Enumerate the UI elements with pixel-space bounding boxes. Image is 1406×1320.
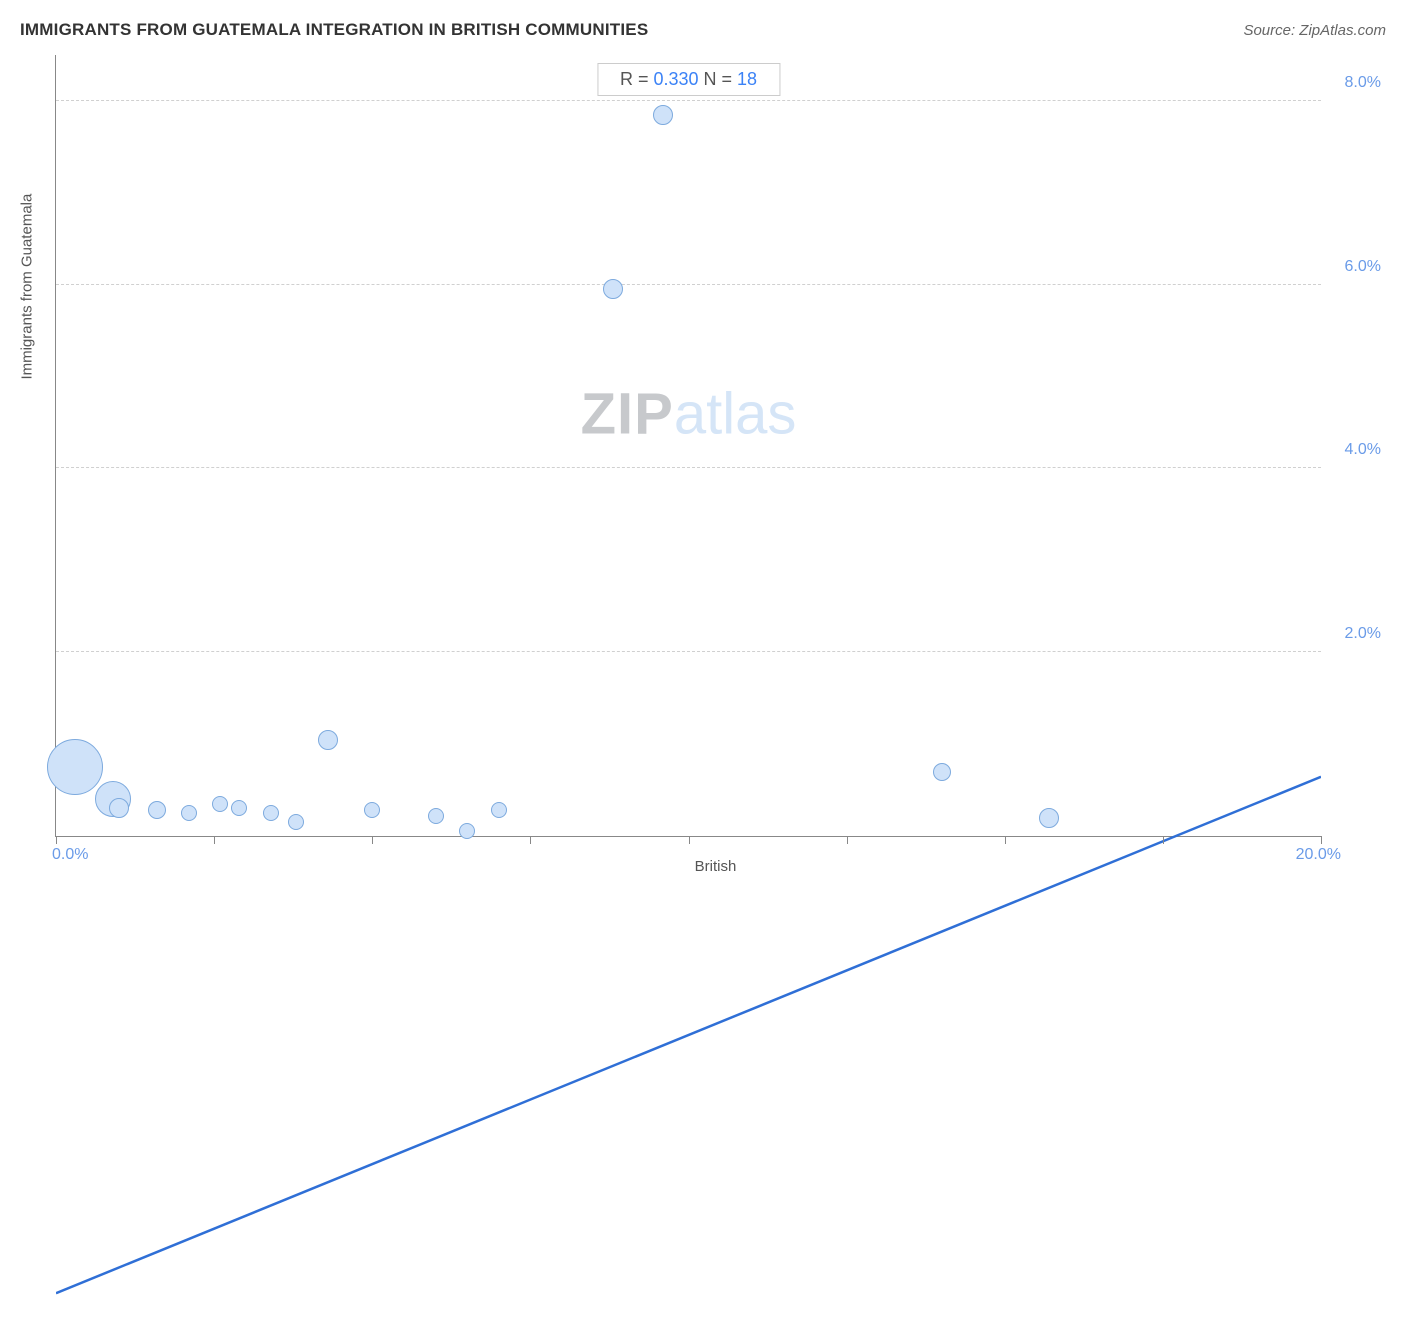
trend-line <box>56 55 1321 1320</box>
y-tick-label: 2.0% <box>1345 625 1381 643</box>
x-tick <box>1321 836 1322 844</box>
y-tick-label: 8.0% <box>1345 74 1381 92</box>
data-point <box>653 105 673 125</box>
data-point <box>603 279 623 299</box>
data-point <box>47 739 103 795</box>
x-tick <box>56 836 57 844</box>
data-point <box>491 802 507 818</box>
x-tick <box>214 836 215 844</box>
data-point <box>318 730 338 750</box>
gridline <box>56 284 1321 285</box>
chart-area: Immigrants from Guatemala ZIPatlas R = 0… <box>45 55 1386 872</box>
data-point <box>109 798 129 818</box>
watermark-zip: ZIP <box>581 382 674 447</box>
data-point <box>231 800 247 816</box>
source-label: Source: ZipAtlas.com <box>1243 22 1386 39</box>
stats-box: R = 0.330 N = 18 <box>597 63 780 96</box>
data-point <box>181 805 197 821</box>
x-tick <box>689 836 690 844</box>
x-tick <box>530 836 531 844</box>
x-tick <box>1163 836 1164 844</box>
gridline <box>56 651 1321 652</box>
plot-region: ZIPatlas R = 0.330 N = 18 0.0% 20.0% 2.0… <box>55 55 1321 837</box>
gridline <box>56 100 1321 101</box>
x-axis-label: British <box>695 858 737 875</box>
x-tick <box>1005 836 1006 844</box>
gridline <box>56 467 1321 468</box>
data-point <box>1039 808 1059 828</box>
n-value: 18 <box>737 69 757 89</box>
chart-header: IMMIGRANTS FROM GUATEMALA INTEGRATION IN… <box>20 20 1386 40</box>
y-tick-label: 4.0% <box>1345 441 1381 459</box>
x-tick <box>847 836 848 844</box>
watermark: ZIPatlas <box>581 381 797 448</box>
r-value: 0.330 <box>653 69 698 89</box>
data-point <box>288 814 304 830</box>
y-axis-label: Immigrants from Guatemala <box>19 193 36 379</box>
data-point <box>933 763 951 781</box>
r-label: R = <box>620 69 654 89</box>
data-point <box>263 805 279 821</box>
x-tick <box>372 836 373 844</box>
n-label: N = <box>699 69 738 89</box>
chart-title: IMMIGRANTS FROM GUATEMALA INTEGRATION IN… <box>20 20 648 40</box>
data-point <box>459 823 475 839</box>
x-origin-label: 0.0% <box>52 846 88 864</box>
data-point <box>428 808 444 824</box>
data-point <box>212 796 228 812</box>
data-point <box>148 801 166 819</box>
watermark-atlas: atlas <box>674 382 797 447</box>
y-tick-label: 6.0% <box>1345 258 1381 276</box>
data-point <box>364 802 380 818</box>
x-end-label: 20.0% <box>1296 846 1341 864</box>
